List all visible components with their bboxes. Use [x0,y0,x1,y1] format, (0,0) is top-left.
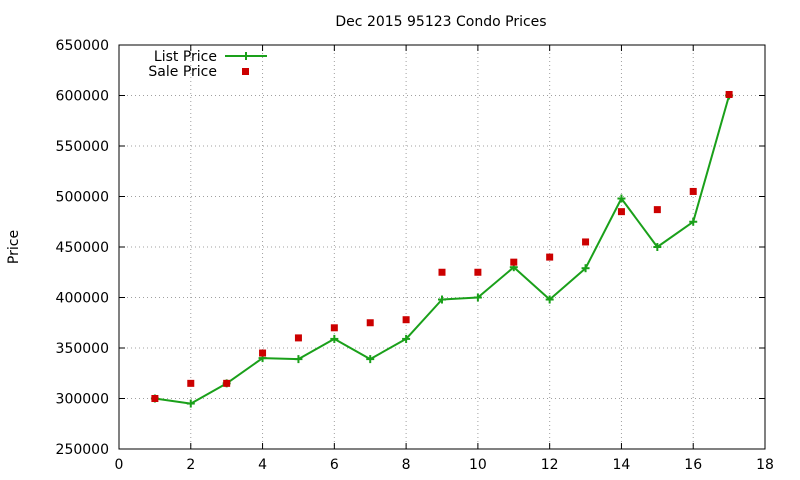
sale-price-point [294,334,302,342]
legend: List Price Sale Price [148,49,267,80]
legend-label-sale-price: Sale Price [148,64,217,80]
list-price-point [294,355,303,364]
y-tick-label: 350000 [56,341,109,357]
sale-price-point [187,379,195,387]
list-price-point [581,264,590,273]
sale-price-point [617,208,625,216]
chart-title: Dec 2015 95123 Condo Prices [335,14,546,30]
list-price-point [366,355,375,364]
list-price-point [689,217,698,226]
sale-price-point [151,395,159,402]
sale-price-point [402,316,410,324]
legend-marker-list-price [242,52,250,60]
list-price-point [617,194,626,203]
x-tick-label: 6 [330,457,339,473]
sale-price-point [259,349,267,357]
list-price-point [186,399,195,408]
list-price-point [402,334,411,343]
y-tick-label: 250000 [56,442,109,458]
x-tick-label: 12 [541,457,559,473]
sale-price-point [689,187,697,195]
list-price-point [438,295,446,304]
x-tick-label: 10 [469,457,487,473]
list-price-point [473,293,482,302]
x-tick-label: 0 [115,457,124,473]
y-tick-label: 400000 [56,291,109,307]
list-price-point [545,295,554,304]
legend-label-list-price: List Price [154,49,217,65]
x-tick-label: 18 [756,457,774,473]
y-tick-label: 500000 [56,190,109,206]
x-tick-label: 8 [402,457,411,473]
y-axis-title: Price [6,230,22,264]
sale-price-point [438,268,446,276]
series-layer [150,90,734,408]
sale-price-point [582,238,590,246]
sale-price-point [366,319,374,327]
sale-price-point [725,90,733,98]
y-tick-label: 300000 [56,392,109,408]
sale-price-point [223,379,231,387]
tick-layer: 0 2 4 6 8 10 12 14 16 18 250000 300000 350000 400000 4… [56,38,774,473]
sale-price-point [474,268,482,276]
legend-swatch-sale-price [242,68,249,75]
x-tick-label: 4 [258,457,267,473]
sale-price-point [653,206,661,214]
sale-price-point [510,258,518,266]
y-tick-label: 550000 [56,139,109,155]
y-tick-label: 600000 [56,89,109,105]
list-price-line [154,95,731,405]
list-price-point [330,334,339,343]
x-tick-label: 2 [186,457,195,473]
x-tick-label: 14 [613,457,631,473]
sale-price-point [546,253,554,261]
sale-price-point [330,324,338,332]
y-tick-label: 650000 [56,38,109,54]
y-tick-label: 450000 [56,240,109,256]
x-tick-label: 16 [684,457,702,473]
list-price-point [653,243,662,251]
